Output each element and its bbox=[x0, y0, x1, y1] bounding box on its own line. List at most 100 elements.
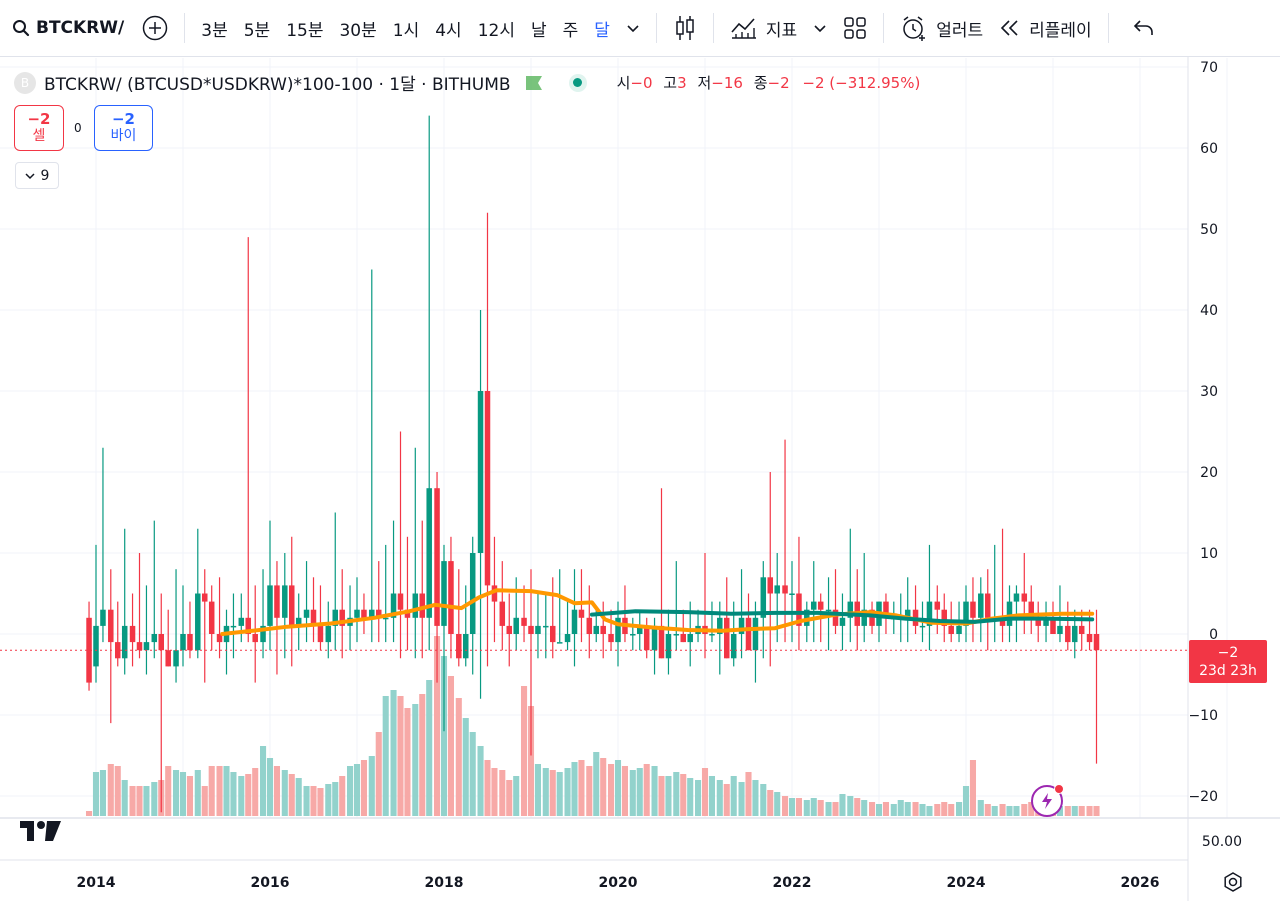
timeframe-week[interactable]: 주 bbox=[562, 20, 579, 41]
candle-body bbox=[513, 617, 519, 634]
volume-bar bbox=[738, 782, 745, 816]
indicators-button[interactable]: 지표 bbox=[722, 8, 805, 48]
candle-body bbox=[730, 634, 737, 659]
alert-button[interactable]: 얼러트 bbox=[892, 8, 991, 48]
volume-bar bbox=[564, 768, 571, 816]
candle-body bbox=[963, 601, 969, 626]
candle-body bbox=[956, 625, 962, 634]
candle-body bbox=[230, 625, 237, 628]
volume-bar bbox=[201, 786, 208, 816]
y-tick-label: −20 bbox=[1188, 789, 1218, 805]
timeframe-3m[interactable]: 3분 bbox=[201, 20, 228, 41]
volume-bar bbox=[882, 802, 890, 816]
volume-bar bbox=[107, 764, 114, 816]
tradingview-logo[interactable] bbox=[20, 819, 62, 847]
volume-bar bbox=[904, 802, 911, 816]
volume-bar bbox=[346, 766, 354, 816]
volume-bar bbox=[114, 766, 121, 816]
volume-bar bbox=[716, 780, 723, 816]
volume-bar bbox=[962, 786, 970, 816]
volume-bar bbox=[368, 756, 375, 816]
symbol-search[interactable]: BTCKRW/ bbox=[0, 0, 134, 56]
candle-body bbox=[86, 617, 92, 683]
volume-bar bbox=[788, 798, 796, 816]
candle-body bbox=[869, 609, 875, 626]
buy-button[interactable]: −2 바이 bbox=[94, 105, 153, 151]
candle-body bbox=[767, 577, 774, 594]
chart-type-button[interactable] bbox=[665, 8, 705, 48]
indicators-collapse-button[interactable]: 9 bbox=[15, 162, 59, 189]
chart-settings-button[interactable] bbox=[1222, 871, 1244, 897]
volume-bar bbox=[955, 802, 963, 816]
candle-body bbox=[456, 634, 462, 659]
timeframe-30m[interactable]: 30분 bbox=[339, 20, 377, 41]
flash-alert-button[interactable] bbox=[1031, 784, 1064, 817]
sell-button[interactable]: −2 셀 bbox=[14, 105, 64, 151]
timeframe-15m[interactable]: 15분 bbox=[286, 20, 324, 41]
x-tick-label: 2022 bbox=[773, 875, 812, 891]
y-tick-label: 60 bbox=[1200, 141, 1218, 157]
candlestick-series bbox=[86, 115, 1100, 813]
alarm-clock-icon bbox=[903, 16, 926, 41]
volume-bar bbox=[607, 764, 615, 816]
volume-bar bbox=[273, 766, 281, 816]
undo-button[interactable] bbox=[1125, 8, 1163, 48]
timeframe-5m[interactable]: 5분 bbox=[243, 20, 271, 41]
candle-body bbox=[448, 561, 454, 634]
volume-bar bbox=[586, 766, 593, 816]
candle-body bbox=[1057, 625, 1063, 634]
volume-bar bbox=[288, 774, 295, 816]
ohlc-values: 시−0 고3 저−16 종−2 −2 (−312.95%) bbox=[611, 72, 921, 93]
volume-bar bbox=[506, 780, 513, 816]
candle-body bbox=[738, 617, 745, 634]
volume-bar bbox=[832, 802, 839, 816]
timeframe-day[interactable]: 날 bbox=[530, 20, 547, 41]
candle-body bbox=[941, 609, 948, 626]
x-tick-label: 2014 bbox=[77, 875, 116, 891]
candle-body bbox=[643, 625, 650, 651]
indicators-dropdown[interactable] bbox=[805, 8, 835, 48]
compare-symbol-button[interactable] bbox=[134, 8, 176, 48]
candle-body bbox=[658, 625, 665, 659]
rewind-icon bbox=[1000, 20, 1018, 36]
timeframe-12h[interactable]: 12시 bbox=[477, 20, 515, 41]
candle-body bbox=[282, 585, 288, 618]
layouts-button[interactable] bbox=[835, 8, 875, 48]
candle-body bbox=[173, 650, 179, 667]
chart-grid bbox=[0, 58, 1228, 818]
timeframe-list: 3분 5분 15분 30분 1시 4시 12시 날 주 달 bbox=[193, 8, 618, 48]
flag-icon[interactable] bbox=[525, 75, 543, 91]
timeframe-month[interactable]: 달 bbox=[594, 20, 610, 41]
volume-bar bbox=[469, 732, 476, 816]
indicators-icon bbox=[731, 18, 756, 39]
candle-body bbox=[195, 593, 201, 651]
plus-circle-icon bbox=[143, 15, 168, 41]
volume-bar bbox=[658, 776, 665, 816]
volume-bar bbox=[499, 770, 506, 816]
y-tick-label: 40 bbox=[1200, 303, 1218, 319]
timeframe-4h[interactable]: 4시 bbox=[435, 20, 462, 41]
candle-body bbox=[665, 634, 672, 659]
timeframe-dropdown[interactable] bbox=[618, 8, 648, 48]
replay-button[interactable]: 리플레이 bbox=[991, 8, 1100, 48]
market-status-icon[interactable] bbox=[568, 73, 587, 92]
candle-body bbox=[180, 634, 186, 651]
candle-body bbox=[441, 561, 447, 626]
candle-body bbox=[238, 617, 245, 626]
timeframe-1h[interactable]: 1시 bbox=[392, 20, 420, 41]
volume-bar bbox=[760, 784, 767, 816]
replay-label: 리플레이 bbox=[1029, 20, 1092, 41]
spread-value: 0 bbox=[74, 121, 82, 135]
toolbar-divider bbox=[1107, 13, 1109, 43]
volume-bar bbox=[1078, 806, 1085, 816]
candle-body bbox=[274, 585, 280, 618]
volume-bar bbox=[1086, 806, 1093, 816]
candle-body bbox=[1093, 634, 1100, 651]
close-label: 종 bbox=[753, 74, 768, 92]
candle-body bbox=[267, 585, 273, 626]
volume-bar bbox=[854, 798, 861, 816]
candle-body bbox=[847, 601, 854, 618]
legend-title[interactable]: BTCKRW/ (BTCUSD*USDKRW)*100-100 · 1달 · B… bbox=[44, 75, 511, 95]
candle-body bbox=[984, 593, 991, 618]
